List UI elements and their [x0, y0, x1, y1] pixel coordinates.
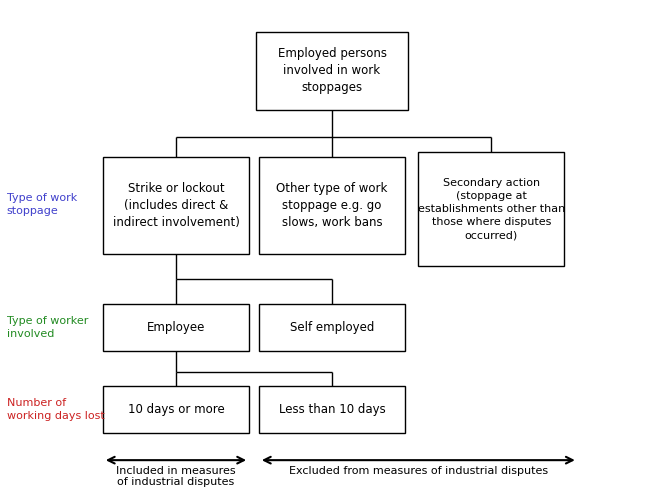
- Text: Less than 10 days: Less than 10 days: [279, 403, 385, 416]
- Bar: [259, 304, 405, 351]
- Bar: [256, 32, 408, 110]
- Text: 10 days or more: 10 days or more: [127, 403, 224, 416]
- Text: Excluded from measures of industrial disputes: Excluded from measures of industrial dis…: [289, 466, 548, 476]
- Bar: [103, 386, 249, 433]
- Bar: [103, 304, 249, 351]
- Text: Included in measures
of industrial disputes: Included in measures of industrial dispu…: [116, 466, 236, 487]
- Text: Employed persons
involved in work
stoppages: Employed persons involved in work stoppa…: [278, 47, 386, 95]
- Text: Secondary action
(stoppage at
establishments other than
those where disputes
occ: Secondary action (stoppage at establishm…: [418, 178, 565, 241]
- Bar: [259, 157, 405, 254]
- Text: Other type of work
stoppage e.g. go
slows, work bans: Other type of work stoppage e.g. go slow…: [276, 182, 388, 229]
- Bar: [418, 152, 564, 266]
- Text: Type of work
stoppage: Type of work stoppage: [7, 193, 77, 216]
- Bar: [103, 157, 249, 254]
- Text: Strike or lockout
(includes direct &
indirect involvement): Strike or lockout (includes direct & ind…: [112, 182, 240, 229]
- Text: Type of worker
involved: Type of worker involved: [7, 316, 88, 339]
- Text: Employee: Employee: [147, 321, 205, 334]
- Bar: [259, 386, 405, 433]
- Text: Number of
working days lost: Number of working days lost: [7, 398, 104, 421]
- Text: Self employed: Self employed: [290, 321, 374, 334]
